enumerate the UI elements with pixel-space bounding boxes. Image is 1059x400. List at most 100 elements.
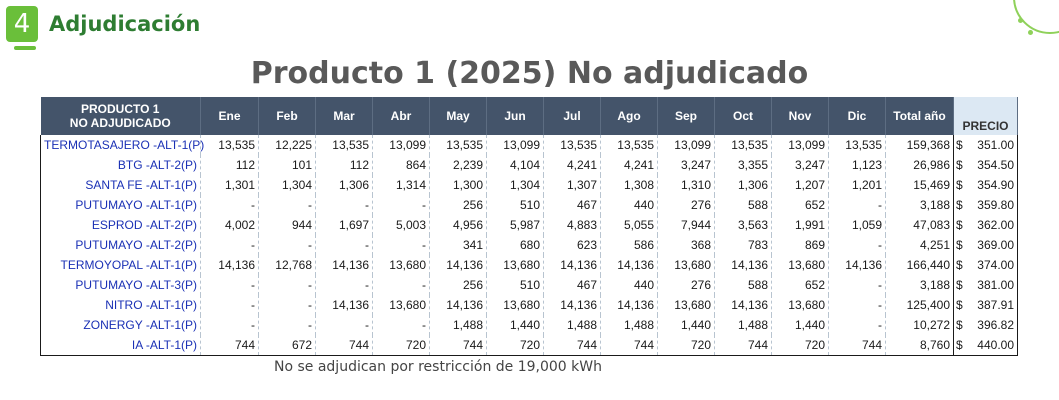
price-value: 351.00: [977, 138, 1014, 152]
plant-name: TERMOYOPAL -ALT-1(P): [40, 255, 201, 275]
price-cell: $369.00: [953, 235, 1018, 255]
table-row: PUTUMAYO -ALT-2(P) - - - -341 680 623 586 368 783…: [40, 235, 1018, 255]
month-value: 14,136: [315, 295, 373, 315]
total-year-value: 47,083: [885, 215, 954, 235]
month-value: 13,535: [600, 135, 658, 155]
month-value: 744: [543, 335, 601, 356]
month-value: 4,104: [486, 155, 544, 175]
section-number-badge: 4: [6, 6, 38, 42]
month-value: 12,768: [258, 255, 316, 275]
table-row: TERMOTASAJERO -ALT-1(P) 13,535 12,225 13,53…: [40, 135, 1018, 155]
total-year-value: 4,251: [885, 235, 954, 255]
month-value: 14,136: [600, 295, 658, 315]
month-value: -: [258, 275, 316, 295]
table-header-row: PRODUCTO 1 NO ADJUDICADO Ene Feb Mar Abr May…: [40, 97, 1018, 135]
price-cell: $362.00: [953, 215, 1018, 235]
month-value: 14,136: [200, 255, 259, 275]
month-value: -: [200, 235, 259, 255]
month-value: 13,680: [486, 255, 544, 275]
month-value: 510: [486, 275, 544, 295]
month-value: 652: [771, 275, 829, 295]
month-value: 467: [543, 275, 601, 295]
month-value: 1,440: [771, 315, 829, 335]
total-year-header: Total año: [885, 97, 954, 135]
footnote: No se adjudican por restricción de 19,00…: [274, 359, 602, 375]
month-value: -: [200, 315, 259, 335]
month-value: 744: [200, 335, 259, 356]
month-value: 1,300: [429, 175, 487, 195]
total-year-value: 166,440: [885, 255, 954, 275]
month-value: 276: [657, 275, 715, 295]
month-value: 680: [486, 235, 544, 255]
month-value: 13,099: [486, 135, 544, 155]
page-title: Producto 1 (2025) No adjudicado: [250, 56, 809, 91]
month-value: 13,099: [657, 135, 715, 155]
month-header: Ago: [600, 97, 658, 135]
total-year-value: 26,986: [885, 155, 954, 175]
price-value: 369.00: [977, 238, 1014, 252]
month-value: 14,136: [543, 255, 601, 275]
month-value: 13,099: [771, 135, 829, 155]
month-value: 13,535: [200, 135, 259, 155]
month-value: -: [828, 295, 886, 315]
month-value: 1,314: [372, 175, 430, 195]
month-value: 1,307: [543, 175, 601, 195]
month-value: -: [828, 235, 886, 255]
month-value: 744: [429, 335, 487, 356]
month-value: 341: [429, 235, 487, 255]
month-value: 623: [543, 235, 601, 255]
price-value: 440.00: [977, 338, 1014, 352]
price-value: 374.00: [977, 258, 1014, 272]
month-value: 1,201: [828, 175, 886, 195]
price-cell: $387.91: [953, 295, 1018, 315]
product-header-line2: NO ADJUDICADO: [69, 116, 171, 130]
corner-dot: [1018, 18, 1023, 23]
month-value: 5,055: [600, 215, 658, 235]
month-value: 14,136: [429, 295, 487, 315]
price-value: 354.50: [977, 158, 1014, 172]
month-value: -: [828, 315, 886, 335]
month-value: 13,535: [429, 135, 487, 155]
month-value: 3,563: [714, 215, 772, 235]
month-value: 5,003: [372, 215, 430, 235]
plant-name: PUTUMAYO -ALT-2(P): [40, 235, 201, 255]
price-cell: $354.50: [953, 155, 1018, 175]
month-value: 13,680: [771, 255, 829, 275]
price-value: 387.91: [977, 298, 1014, 312]
plant-name: PUTUMAYO -ALT-1(P): [40, 195, 201, 215]
price-cell: $359.80: [953, 195, 1018, 215]
month-value: -: [372, 235, 430, 255]
month-value: 2,239: [429, 155, 487, 175]
total-year-value: 125,400: [885, 295, 954, 315]
month-value: 1,306: [714, 175, 772, 195]
month-value: 440: [600, 275, 658, 295]
price-header: PRECIO: [953, 97, 1018, 135]
currency-symbol: $: [956, 138, 963, 152]
table-row: NITRO -ALT-1(P) - -14,136 13,680 14,136 13,68…: [40, 295, 1018, 315]
plant-name: NITRO -ALT-1(P): [40, 295, 201, 315]
month-value: 1,301: [200, 175, 259, 195]
month-header: May: [429, 97, 487, 135]
corner-dot: [1028, 30, 1033, 35]
month-value: -: [828, 195, 886, 215]
month-value: 14,136: [600, 255, 658, 275]
currency-symbol: $: [956, 218, 963, 232]
month-value: -: [315, 315, 373, 335]
table-row: PUTUMAYO -ALT-3(P) - - - -256 510 467 440 276 588…: [40, 275, 1018, 295]
table-row: ZONERGY -ALT-1(P) - - - -1,488 1,440 1,488 1,48…: [40, 315, 1018, 335]
month-value: 720: [657, 335, 715, 356]
table-row: IA -ALT-1(P) 744 672 744 720 744 720 744 744 720 7…: [40, 335, 1018, 356]
currency-symbol: $: [956, 298, 963, 312]
table-body: TERMOTASAJERO -ALT-1(P) 13,535 12,225 13,53…: [40, 135, 1018, 356]
month-value: 256: [429, 195, 487, 215]
month-value: 368: [657, 235, 715, 255]
month-value: 4,002: [200, 215, 259, 235]
month-value: 13,680: [657, 255, 715, 275]
month-value: 13,680: [486, 295, 544, 315]
price-value: 354.90: [977, 178, 1014, 192]
month-value: -: [315, 275, 373, 295]
month-value: -: [258, 195, 316, 215]
month-value: 1,059: [828, 215, 886, 235]
month-value: -: [200, 195, 259, 215]
total-year-value: 3,188: [885, 275, 954, 295]
